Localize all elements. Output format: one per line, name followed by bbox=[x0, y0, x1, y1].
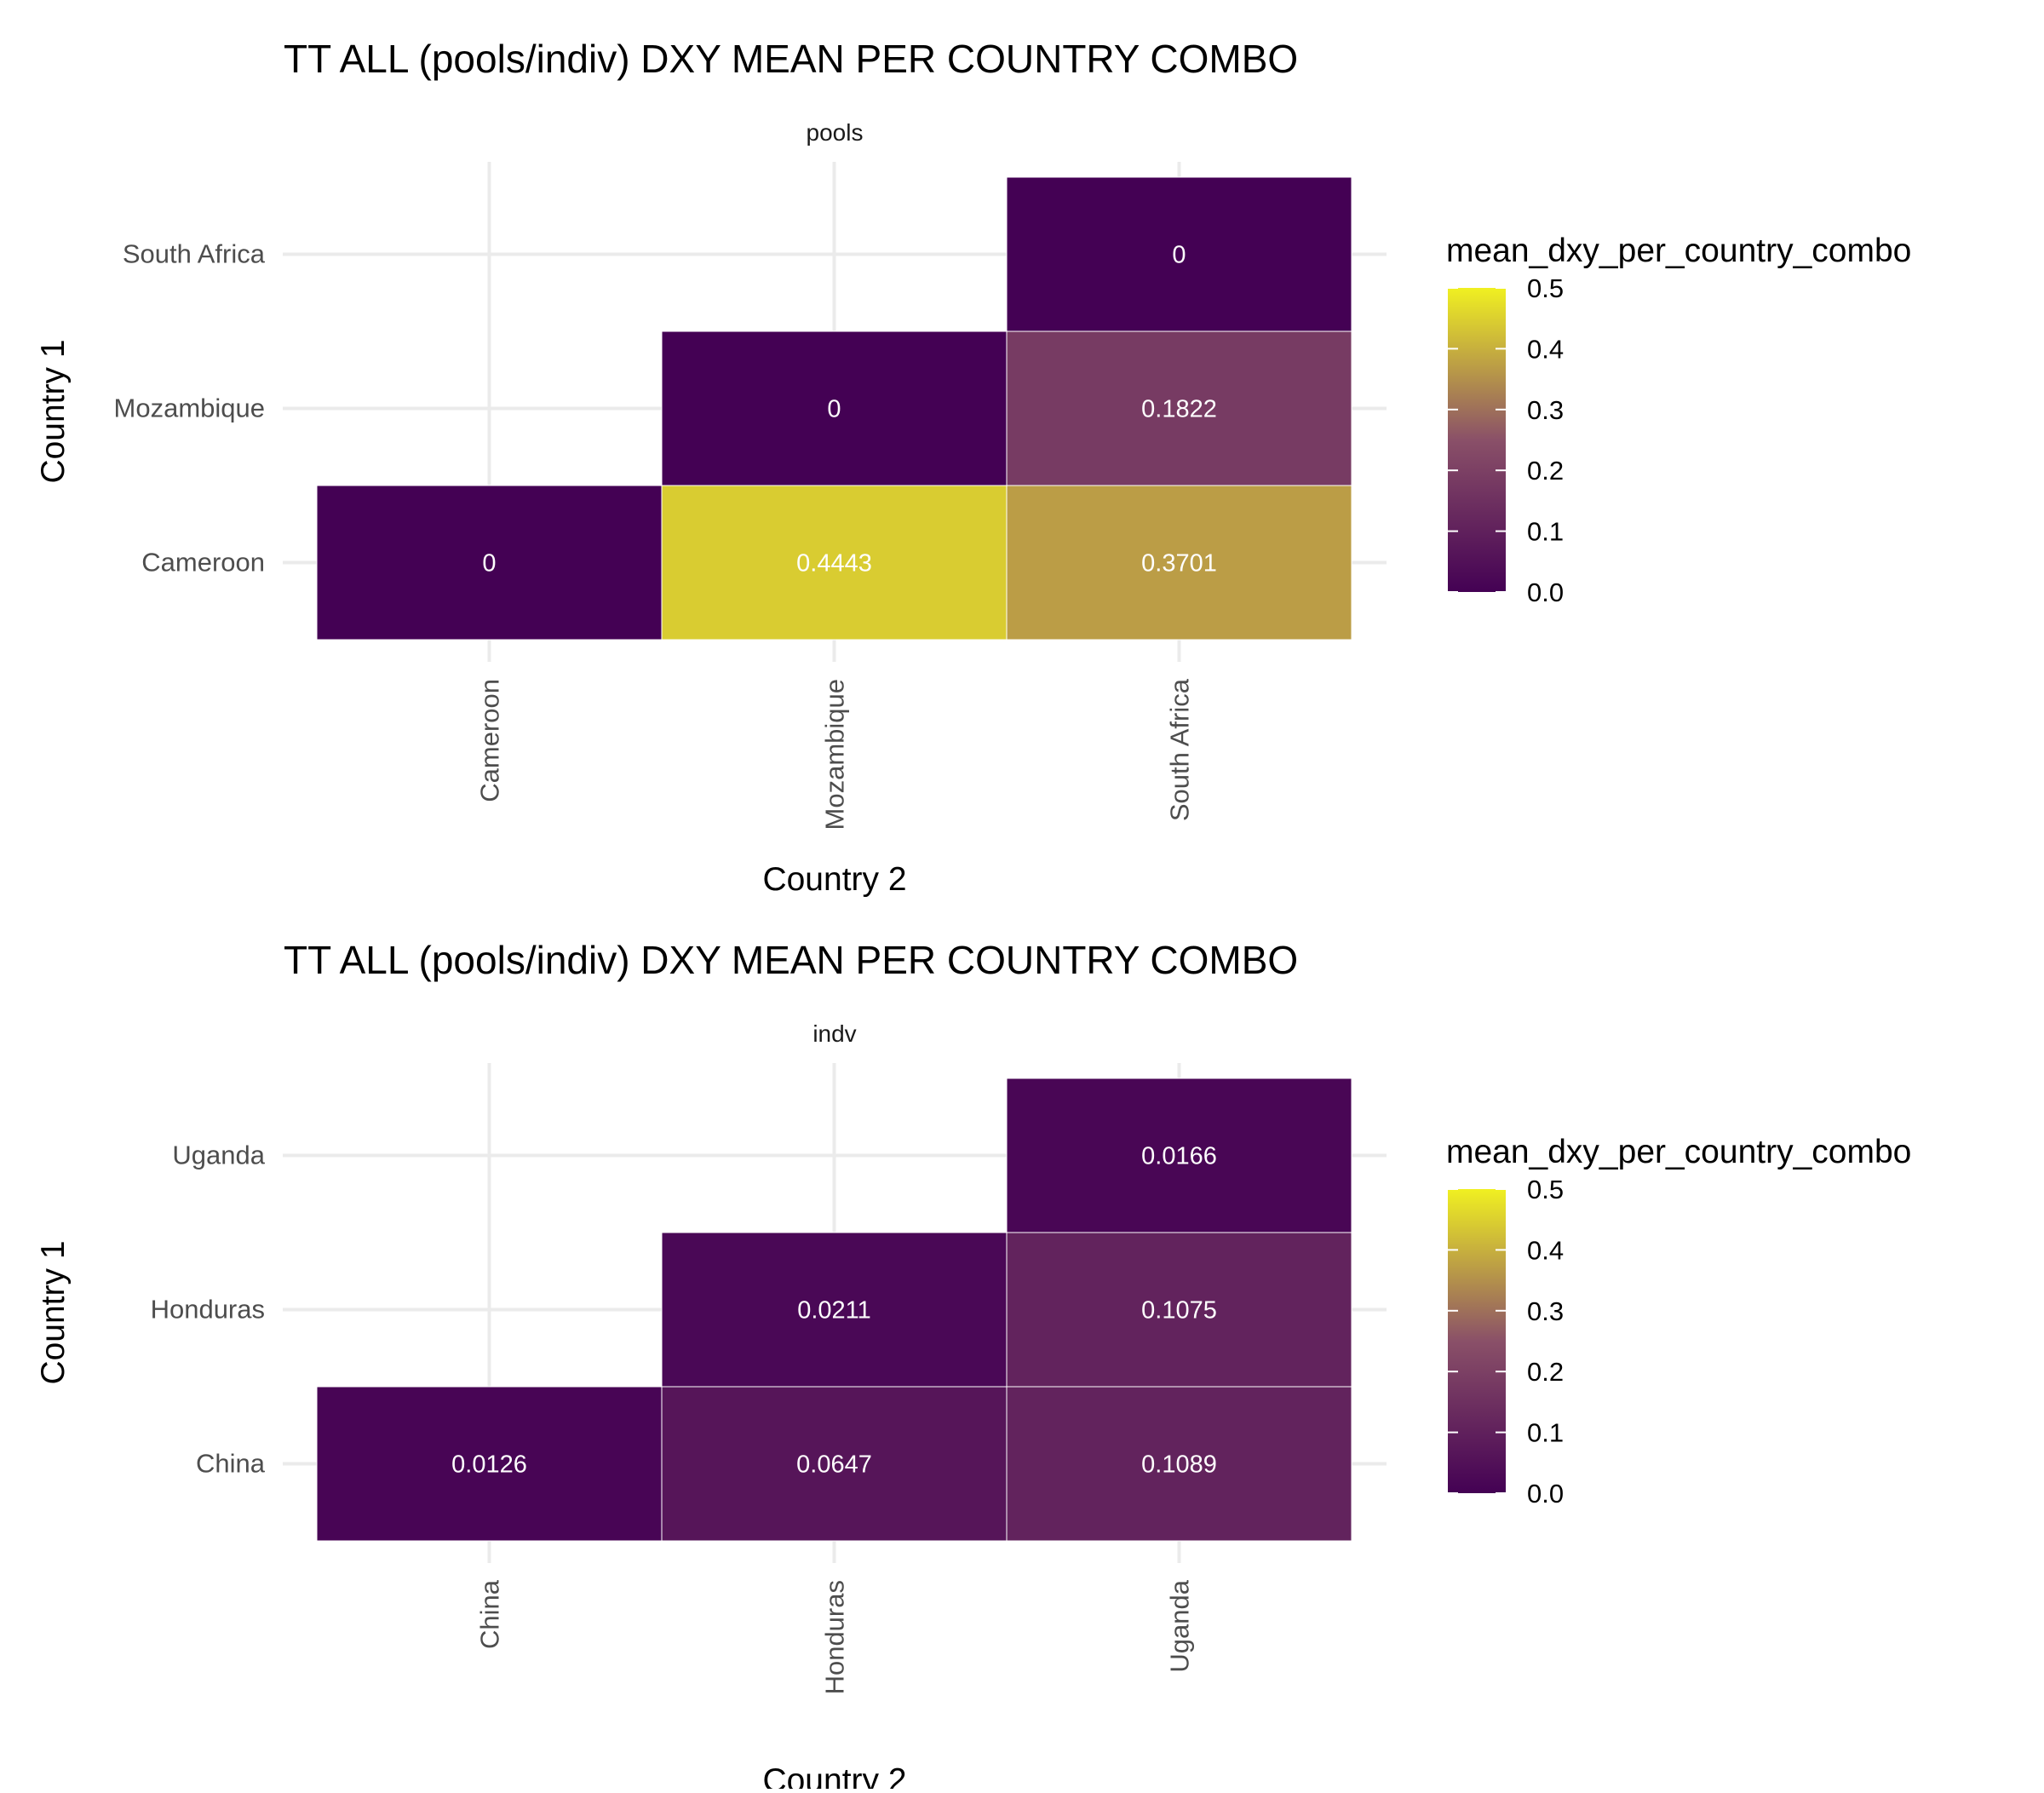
cell-value-label: 0.3701 bbox=[1141, 550, 1217, 578]
heatmap-cell bbox=[1006, 1386, 1352, 1542]
y-tick-label: Uganda bbox=[172, 1141, 265, 1170]
x-axis-title: Country 2 bbox=[762, 1762, 906, 1789]
legend-break-label: 0.3 bbox=[1527, 1296, 1564, 1326]
y-tick-label: Honduras bbox=[151, 1295, 265, 1325]
legend-break-label: 0.3 bbox=[1527, 395, 1564, 425]
legend-break-label: 0.4 bbox=[1527, 334, 1564, 364]
y-tick-label: Cameroon bbox=[141, 548, 265, 578]
x-tick-label: Uganda bbox=[1165, 1579, 1195, 1672]
heatmap-panel-pools: TT ALL (pools/indiv) DXY MEAN PER COUNTR… bbox=[35, 37, 1911, 898]
heatmap-cell bbox=[1006, 485, 1352, 641]
y-axis-title: Country 1 bbox=[35, 1240, 72, 1384]
heatmap-cell bbox=[1006, 1232, 1352, 1388]
cell-value-label: 0.1822 bbox=[1141, 396, 1217, 423]
legend-break-label: 0.2 bbox=[1527, 456, 1564, 486]
legend-title: mean_dxy_per_country_combo bbox=[1446, 233, 1911, 269]
x-tick-label: Honduras bbox=[820, 1580, 850, 1694]
x-tick-label: China bbox=[475, 1579, 505, 1649]
heatmap-cell bbox=[1006, 176, 1352, 332]
legend-break-label: 0.5 bbox=[1527, 273, 1564, 303]
heatmap-cell bbox=[316, 1386, 663, 1542]
legend-break-label: 0.2 bbox=[1527, 1357, 1564, 1387]
heatmap-cell bbox=[1006, 1078, 1352, 1233]
heatmap-cell bbox=[1006, 330, 1352, 486]
legend-break-label: 0.4 bbox=[1527, 1235, 1564, 1265]
facet-label: indv bbox=[812, 1020, 856, 1047]
heatmap-panel-indv: TT ALL (pools/indiv) DXY MEAN PER COUNTR… bbox=[35, 938, 1911, 1793]
chart-title: TT ALL (pools/indiv) DXY MEAN PER COUNTR… bbox=[284, 938, 1298, 982]
cell-value-label: 0.0647 bbox=[796, 1451, 872, 1479]
cell-value-label: 0.0166 bbox=[1141, 1143, 1217, 1170]
legend-break-label: 0.0 bbox=[1527, 1479, 1564, 1509]
cell-value-label: 0 bbox=[827, 396, 841, 423]
y-axis-title: Country 1 bbox=[35, 339, 72, 483]
legend-colorbar bbox=[1448, 288, 1506, 592]
y-tick-label: China bbox=[196, 1449, 266, 1479]
legend-colorbar bbox=[1448, 1189, 1506, 1493]
legend-break-label: 0.1 bbox=[1527, 517, 1564, 547]
legend-break-label: 0.0 bbox=[1527, 578, 1564, 607]
cell-value-label: 0 bbox=[1172, 242, 1186, 269]
cell-value-label: 0.1075 bbox=[1141, 1297, 1217, 1325]
x-tick-label: South Africa bbox=[1165, 678, 1195, 821]
heatmap-cell bbox=[316, 485, 663, 641]
facet-label: pools bbox=[807, 119, 864, 146]
y-tick-label: South Africa bbox=[123, 239, 266, 269]
cell-value-label: 0.0211 bbox=[797, 1297, 871, 1325]
chart-title: TT ALL (pools/indiv) DXY MEAN PER COUNTR… bbox=[284, 37, 1298, 81]
heatmap-cell bbox=[661, 1386, 1008, 1542]
cell-value-label: 0.1089 bbox=[1141, 1451, 1217, 1479]
heatmap-cell bbox=[661, 1232, 1008, 1388]
x-axis-title: Country 2 bbox=[762, 861, 906, 898]
cell-value-label: 0 bbox=[482, 550, 496, 578]
cell-value-label: 0.4443 bbox=[796, 550, 872, 578]
heatmap-cell bbox=[661, 330, 1008, 486]
y-tick-label: Mozambique bbox=[114, 394, 265, 423]
x-tick-label: Mozambique bbox=[820, 679, 850, 830]
x-tick-label: Cameroon bbox=[475, 679, 505, 802]
legend-title: mean_dxy_per_country_combo bbox=[1446, 1134, 1911, 1170]
cell-value-label: 0.0126 bbox=[451, 1451, 527, 1479]
legend-break-label: 0.5 bbox=[1527, 1175, 1564, 1204]
legend-break-label: 0.1 bbox=[1527, 1418, 1564, 1448]
